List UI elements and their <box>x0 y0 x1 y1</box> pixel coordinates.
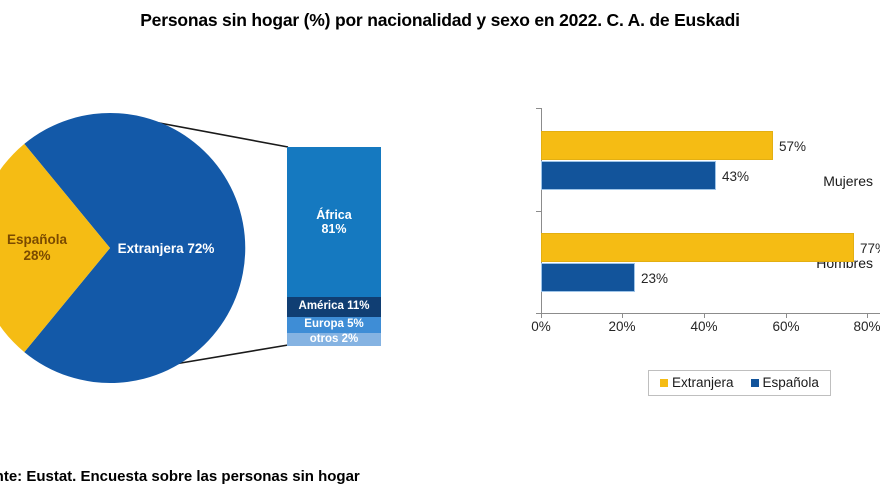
x-tick-40 <box>704 313 705 318</box>
segment-africa-name: África <box>316 207 352 222</box>
x-tick-label-40: 40% <box>690 319 718 334</box>
legend-item-espanola[interactable]: Española <box>750 375 819 390</box>
source-note: Fuente: Eustat. Encuesta sobre las perso… <box>0 468 360 485</box>
bar-chart-panel: Mujeres Hombres 57% 43% 77% 23% 0% 20% 4… <box>440 95 880 396</box>
y-axis-tick-mid <box>536 211 541 212</box>
pie-slice-extranjera[interactable] <box>24 113 246 384</box>
bar-mujeres-espanola[interactable] <box>541 161 716 190</box>
pie-chart-graphic <box>0 113 289 384</box>
segment-africa-value: 81% <box>321 222 347 236</box>
x-tick-label-20: 20% <box>608 319 636 334</box>
y-axis-line <box>541 108 542 313</box>
segment-otros[interactable]: otros 2% <box>287 333 381 347</box>
pie-slice-espanola[interactable] <box>0 143 110 353</box>
bar-value-hombres-extranjera: 77% <box>860 241 880 256</box>
x-tick-0 <box>541 313 542 318</box>
legend-item-extranjera[interactable]: Extranjera <box>660 375 734 390</box>
bar-hombres-extranjera[interactable] <box>541 233 854 262</box>
x-tick-20 <box>622 313 623 318</box>
x-tick-label-80: 80% <box>853 319 880 334</box>
y-axis-tick-top <box>536 108 541 109</box>
legend-label-extranjera: Extranjera <box>672 375 734 390</box>
bar-mujeres-extranjera[interactable] <box>541 131 773 160</box>
x-tick-60 <box>786 313 787 318</box>
bar-chart-plot: Mujeres Hombres 57% 43% 77% 23% 0% 20% 4… <box>440 95 880 334</box>
chart-legend: Extranjera Española <box>648 370 831 396</box>
legend-label-espanola: Española <box>762 375 819 390</box>
segment-africa[interactable]: África 81% <box>287 147 381 297</box>
segment-america[interactable]: América 11% <box>287 297 381 317</box>
bar-value-hombres-espanola: 23% <box>641 271 669 286</box>
bar-hombres-espanola[interactable] <box>541 263 635 292</box>
legend-swatch-extranjera <box>660 378 668 387</box>
leader-line-top <box>137 118 289 148</box>
x-tick-80 <box>867 313 868 318</box>
page-title: Personas sin hogar (%) por nacionalidad … <box>140 10 740 30</box>
x-axis-line <box>541 313 880 314</box>
x-tick-label-0: 0% <box>531 319 551 334</box>
segment-europa[interactable]: Europa 5% <box>287 317 381 333</box>
exploded-stacked-bar: África 81% América 11% Europa 5% otros 2… <box>287 147 381 347</box>
bar-value-mujeres-espanola: 43% <box>722 169 750 184</box>
legend-swatch-espanola <box>750 378 759 387</box>
x-tick-label-60: 60% <box>772 319 800 334</box>
bar-value-mujeres-extranjera: 57% <box>779 139 807 154</box>
y-axis-tick-bottom <box>536 313 541 314</box>
pie-chart-panel: Española 28% Extranjera 72% África 81% A… <box>0 95 430 395</box>
category-label-mujeres: Mujeres <box>823 173 873 189</box>
